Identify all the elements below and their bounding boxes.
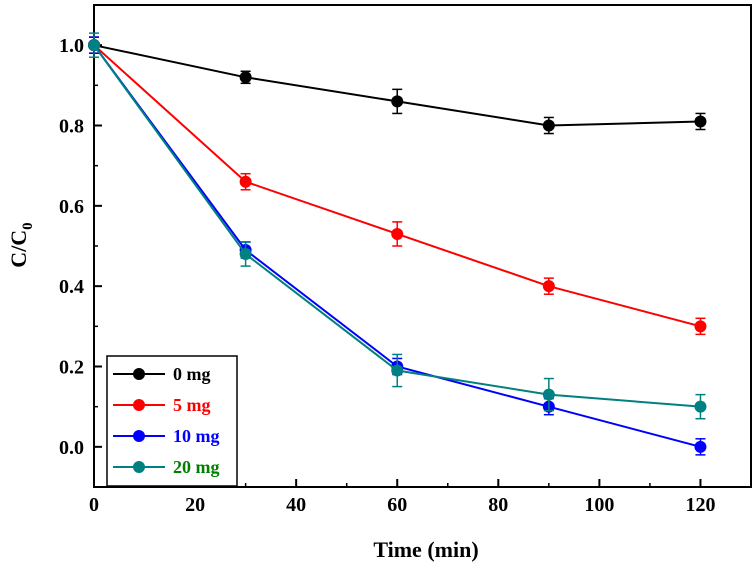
series-20-mg [88, 32, 707, 420]
legend-marker [133, 368, 145, 380]
x-tick-label: 0 [89, 494, 99, 516]
x-tick-label: 120 [685, 494, 715, 516]
axes-layer: 0 20 40 60 80 100 120 0.0 0.2 0.4 0.6 0.8 1.0 [59, 4, 752, 516]
x-tick-label: 40 [286, 494, 306, 516]
x-tick-label: 100 [584, 494, 614, 516]
legend-label: 5 mg [173, 395, 211, 415]
data-point [694, 400, 707, 413]
data-point [694, 115, 707, 128]
y-tick-label: 0.2 [59, 357, 84, 379]
data-point [239, 248, 252, 261]
y-axis-title-subscript: 0 [20, 222, 36, 230]
y-tick-label: 0.4 [59, 276, 84, 298]
data-point [239, 175, 252, 188]
data-point [391, 95, 404, 108]
y-tick-label: 0.0 [59, 437, 84, 459]
x-tick-label: 80 [488, 494, 508, 516]
x-tick-label: 60 [387, 494, 407, 516]
data-point [542, 119, 555, 132]
y-axis-title: C/C0 [6, 222, 36, 267]
data-point [694, 320, 707, 333]
y-tick-label: 1.0 [59, 35, 84, 57]
series-5-mg [88, 36, 707, 336]
legend-box [106, 355, 238, 487]
legend-marker [133, 399, 145, 411]
data-point [391, 227, 404, 240]
legend-marker [133, 461, 145, 473]
x-axis-title: Time (min) [373, 537, 478, 562]
data-point [542, 280, 555, 293]
data-point [88, 39, 100, 52]
legend-marker [133, 430, 145, 442]
legend-label: 20 mg [173, 457, 220, 477]
y-axis-title-main: C/C [6, 230, 31, 268]
series-0-mg [88, 36, 707, 135]
data-point [239, 71, 252, 84]
legend: 0 mg 5 mg 10 mg 20 mg [106, 355, 238, 487]
data-point [391, 364, 404, 377]
legend-label: 10 mg [173, 426, 220, 446]
series-line [93, 44, 701, 328]
legend-label: 0 mg [173, 364, 211, 384]
x-tick-label: 20 [185, 494, 205, 516]
data-point [542, 388, 555, 401]
series-layer [88, 32, 707, 456]
y-tick-label: 0.8 [59, 116, 84, 138]
data-point [694, 440, 707, 453]
y-tick-label: 0.6 [59, 196, 84, 218]
